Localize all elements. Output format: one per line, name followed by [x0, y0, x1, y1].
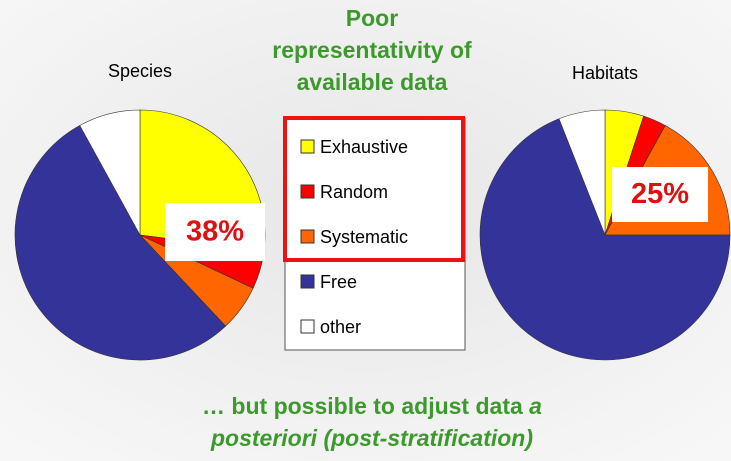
legend-label: Systematic: [320, 227, 408, 247]
footer: posteriori (post-stratification): [210, 425, 533, 451]
legend-label: Random: [320, 182, 388, 202]
footer: … but possible to adjust data a: [202, 393, 542, 419]
annotation-box: [612, 167, 708, 222]
annotation: 38%: [186, 216, 244, 248]
legend-swatch: [300, 319, 315, 334]
footer-text: … but possible to adjust data: [202, 393, 529, 419]
pie-slice: [479, 118, 731, 361]
annotation: 25%: [631, 178, 689, 210]
annotation-box: [165, 203, 265, 261]
legend-label: other: [320, 317, 361, 337]
pie-slice: [558, 109, 606, 236]
footer-text: a: [529, 393, 542, 419]
legend-swatch: [300, 274, 315, 289]
legend-box: [284, 117, 466, 351]
pie-title: Species: [108, 61, 172, 81]
pie-slice: [14, 125, 226, 361]
headline: Poor: [346, 5, 398, 31]
pie-title: Habitats: [572, 63, 638, 83]
legend-label: Exhaustive: [320, 137, 408, 157]
legend-swatch: [300, 184, 315, 199]
legend-swatch: [300, 139, 315, 154]
headline: representativity of: [272, 37, 472, 63]
pie-slice: [79, 109, 141, 236]
legend-label: Free: [320, 272, 357, 292]
headline: available data: [297, 69, 448, 95]
legend-swatch: [300, 229, 315, 244]
legend-highlight: [283, 116, 465, 262]
